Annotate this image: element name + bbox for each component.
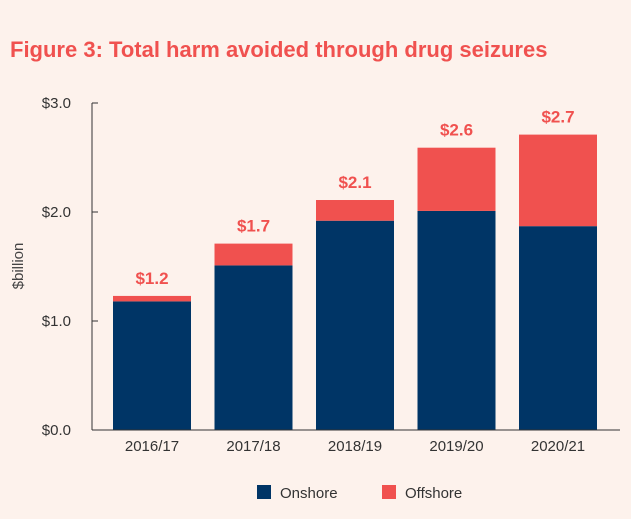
bar-offshore-2019-20 (417, 147, 496, 211)
bar-onshore-2018-19 (316, 220, 394, 430)
bar-onshore-2019-20 (417, 210, 496, 430)
legend: Onshore Offshore (257, 485, 462, 502)
x-axis: 2016/17 2017/18 2018/19 2019/20 2020/21 (92, 429, 620, 455)
y-tick-label: $1.0 (42, 313, 71, 330)
bar-total-label: $1.2 (135, 269, 168, 288)
bar-onshore-2017-18 (214, 265, 293, 430)
y-tick-label: $2.0 (42, 204, 71, 221)
x-tick-label: 2016/17 (125, 438, 179, 455)
chart-title: Figure 3: Total harm avoided through dru… (10, 37, 547, 62)
y-axis: $0.0 $1.0 $2.0 $3.0 (42, 95, 98, 439)
bar-offshore-2020-21 (519, 134, 597, 227)
bar-offshore-2018-19 (316, 200, 394, 221)
x-tick-label: 2020/21 (531, 438, 585, 455)
bar-total-label: $2.7 (541, 108, 574, 127)
x-tick-label: 2018/19 (328, 438, 382, 455)
x-tick-label: 2019/20 (429, 438, 483, 455)
bar-offshore-2016-17 (113, 295, 191, 302)
bar-onshore-2020-21 (519, 226, 597, 430)
bars-group: $1.2 $1.7 $2.1 $2.6 $2.7 (113, 108, 597, 430)
y-tick-label: $0.0 (42, 422, 71, 439)
legend-label-onshore: Onshore (280, 485, 338, 502)
legend-swatch-offshore (382, 485, 396, 499)
bar-total-label: $1.7 (237, 217, 270, 236)
bar-onshore-2016-17 (113, 301, 191, 430)
bar-total-label: $2.1 (338, 173, 371, 192)
legend-label-offshore: Offshore (405, 485, 462, 502)
bar-offshore-2017-18 (214, 243, 293, 266)
legend-swatch-onshore (257, 485, 271, 499)
y-axis-label: $billion (10, 243, 27, 290)
x-tick-label: 2017/18 (226, 438, 280, 455)
bar-total-label: $2.6 (440, 121, 473, 140)
y-tick-label: $3.0 (42, 95, 71, 112)
